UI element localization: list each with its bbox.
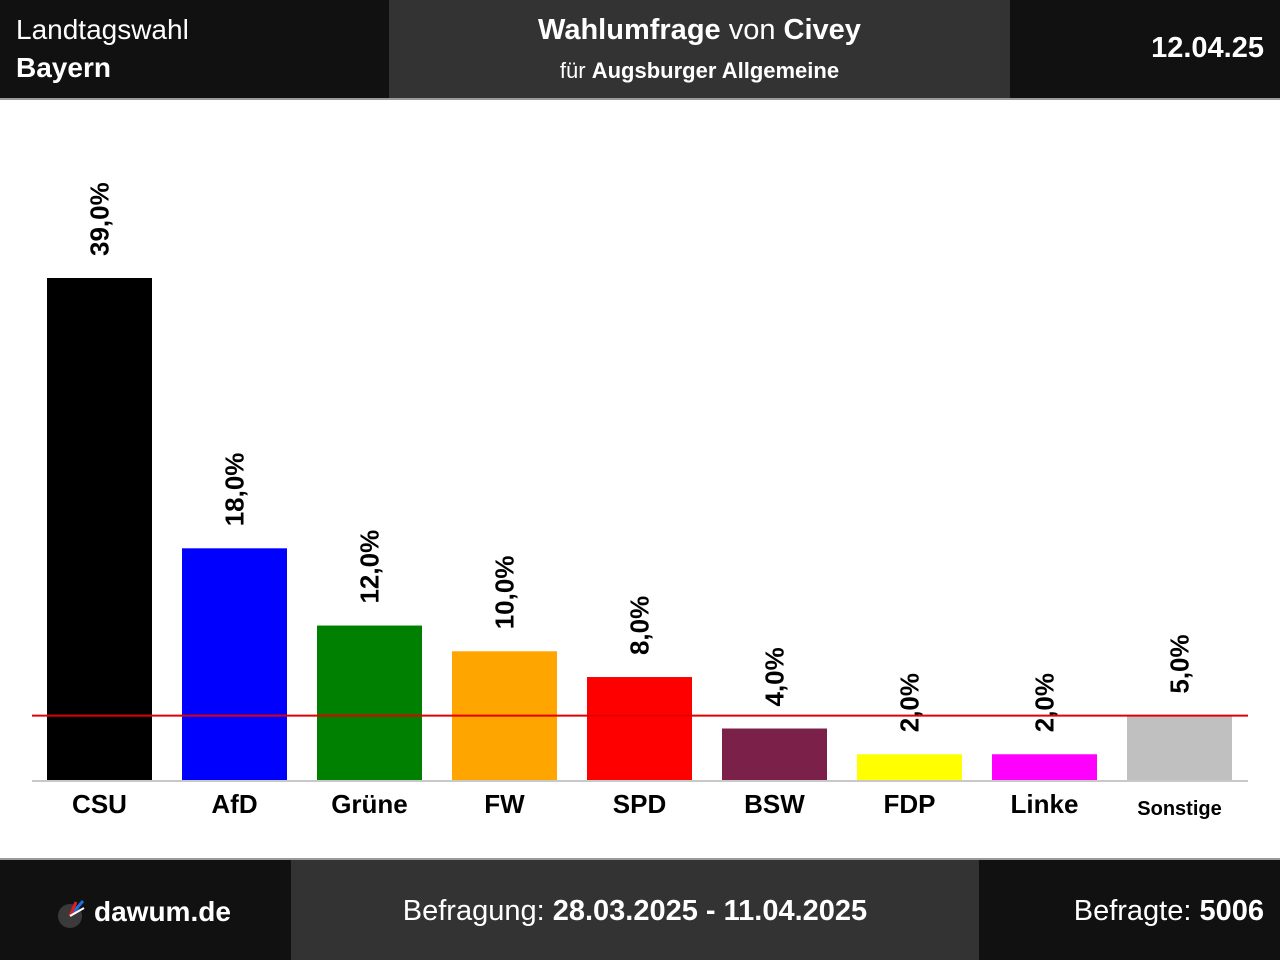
bar-spd xyxy=(587,677,692,780)
value-label-fdp: 2,0% xyxy=(895,673,925,732)
bar-grüne xyxy=(317,625,422,780)
value-label-spd: 8,0% xyxy=(625,596,655,655)
value-label-fw: 10,0% xyxy=(490,556,520,630)
respondents: Befragte: 5006 xyxy=(1074,895,1264,928)
value-label-csu: 39,0% xyxy=(85,182,115,256)
category-label-grüne: Grüne xyxy=(331,789,408,819)
bar-csu xyxy=(47,278,152,780)
survey-period-label: Befragung: xyxy=(402,895,545,927)
bar-fdp xyxy=(857,754,962,780)
dawum-logo-icon xyxy=(58,900,85,928)
client-name: Augsburger Allgemeine xyxy=(591,58,840,83)
bar-afd xyxy=(182,548,287,780)
footer-bar: dawum.de Befragung: 28.03.2025 - 11.04.2… xyxy=(0,860,1280,960)
category-label-linke: Linke xyxy=(1011,789,1079,819)
bar-linke xyxy=(992,754,1097,780)
category-label-fw: FW xyxy=(484,789,525,819)
poll-title: Wahlumfrage von Civey xyxy=(389,14,1010,47)
footer-center: Befragung: 28.03.2025 - 11.04.2025 xyxy=(291,860,979,960)
category-label-spd: SPD xyxy=(613,789,666,819)
header-center: Wahlumfrage von Civey für Augsburger All… xyxy=(389,0,1010,98)
publish-date: 12.04.25 xyxy=(1151,32,1264,64)
election-label: Landtagswahl xyxy=(16,14,189,45)
value-label-bsw: 4,0% xyxy=(760,647,790,706)
respondents-label: Befragte: xyxy=(1073,895,1192,927)
header-right: 12.04.25 xyxy=(1010,0,1280,98)
value-label-afd: 18,0% xyxy=(220,453,250,527)
header-bar: Landtagswahl Bayern Wahlumfrage von Cive… xyxy=(0,0,1280,98)
respondents-value: 5006 xyxy=(1199,895,1264,927)
category-label-fdp: FDP xyxy=(884,789,936,819)
subtitle-prefix: für xyxy=(559,58,586,83)
footer-divider xyxy=(0,858,1280,860)
survey-period: Befragung: 28.03.2025 - 11.04.2025 xyxy=(291,895,979,928)
survey-period-value: 28.03.2025 - 11.04.2025 xyxy=(552,895,868,927)
region-label: Bayern xyxy=(16,52,111,83)
pollster-name: Civey xyxy=(783,14,861,46)
value-label-sonstige: 5,0% xyxy=(1165,634,1195,693)
category-label-bsw: BSW xyxy=(744,789,805,819)
category-label-sonstige: Sonstige xyxy=(1137,798,1221,820)
poll-subtitle: für Augsburger Allgemeine xyxy=(389,58,1010,84)
header-divider xyxy=(0,98,1280,100)
value-label-linke: 2,0% xyxy=(1030,673,1060,732)
bar-sonstige xyxy=(1127,715,1232,780)
category-label-afd: AfD xyxy=(211,789,257,819)
bar-bsw xyxy=(722,728,827,780)
poll-title-main: Wahlumfrage xyxy=(538,14,721,46)
bar-chart: 39,0% CSU 18,0% AfD 12,0% Grüne 10,0% FW 8,0% SPD… xyxy=(32,182,1248,820)
category-label-csu: CSU xyxy=(72,789,127,819)
site-name: dawum.de xyxy=(94,896,231,927)
poll-title-connector: von xyxy=(728,14,776,46)
header-left: Landtagswahl Bayern xyxy=(0,0,389,98)
footer-left: dawum.de xyxy=(0,860,291,960)
footer-right: Befragte: 5006 xyxy=(979,860,1280,960)
value-label-grüne: 12,0% xyxy=(355,530,385,604)
